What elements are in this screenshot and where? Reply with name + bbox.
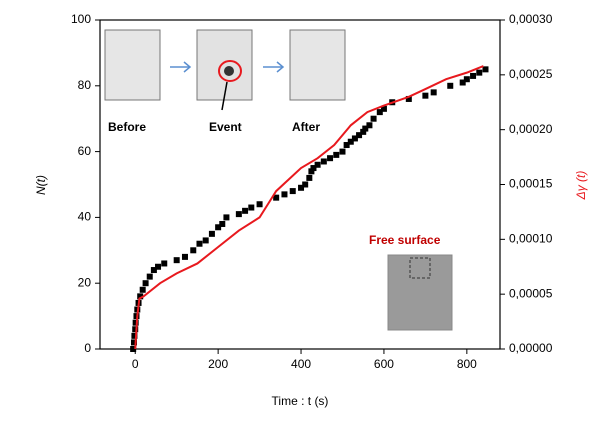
point: [308, 168, 315, 175]
point: [347, 138, 354, 145]
point: [235, 211, 242, 218]
point: [150, 267, 157, 274]
y2-tick-label: 0,00015: [509, 177, 553, 191]
point: [248, 204, 255, 211]
point: [366, 122, 373, 129]
point: [298, 184, 305, 191]
point: [130, 339, 137, 346]
y2-tick-label: 0,00005: [509, 286, 553, 300]
point: [343, 142, 350, 149]
inset-after: [289, 29, 346, 101]
point: [476, 69, 483, 76]
point: [351, 135, 358, 142]
y-tick-label: 20: [78, 275, 92, 289]
point: [320, 158, 327, 165]
point: [306, 174, 313, 181]
point: [190, 247, 197, 254]
y-axis-label: N(t): [34, 175, 48, 195]
point: [161, 260, 168, 267]
point: [370, 115, 377, 122]
event-spot: [224, 66, 234, 76]
y-tick-label: 40: [78, 210, 92, 224]
point: [273, 194, 280, 201]
point: [132, 319, 139, 326]
y2-tick-label: 0,00000: [509, 341, 553, 355]
point: [310, 165, 317, 172]
point: [137, 293, 144, 300]
point: [219, 220, 226, 227]
point: [181, 253, 188, 260]
point: [362, 125, 369, 132]
point: [131, 332, 138, 339]
point: [405, 95, 412, 102]
point: [202, 237, 209, 244]
y-tick-label: 100: [71, 12, 91, 26]
event-arrow: [221, 81, 228, 111]
point: [208, 230, 215, 237]
inset-surface: [387, 254, 453, 331]
y2-tick-label: 0,00020: [509, 122, 553, 136]
point: [146, 273, 153, 280]
inset-event: [196, 29, 253, 101]
point: [215, 224, 222, 231]
x-tick-label: 600: [374, 357, 394, 371]
line: [134, 65, 484, 350]
point: [333, 151, 340, 158]
point: [302, 181, 309, 188]
y-tick-label: 80: [78, 78, 92, 92]
annotation: Before: [108, 120, 146, 134]
point: [459, 79, 466, 86]
point: [447, 82, 454, 89]
y2-axis-label: Δγ (t): [574, 171, 588, 201]
point: [356, 132, 363, 139]
point: [132, 326, 139, 333]
arrow-head: [183, 61, 192, 73]
point: [130, 346, 137, 352]
point: [422, 92, 429, 99]
point: [339, 148, 346, 155]
y-tick-label: 0: [84, 341, 91, 355]
x-tick-label: 200: [208, 357, 228, 371]
point: [173, 257, 180, 264]
surface-box: [409, 257, 431, 279]
arrow-head: [276, 61, 285, 73]
point: [139, 286, 146, 293]
annotation: Event: [209, 120, 242, 134]
inset-before: [104, 29, 161, 101]
annotation: After: [292, 120, 320, 134]
point: [327, 155, 334, 162]
point: [142, 280, 149, 287]
point: [463, 76, 470, 83]
point: [256, 201, 263, 208]
y-tick-label: 60: [78, 144, 92, 158]
x-axis-label: Time : t (s): [272, 394, 329, 408]
annotation: Free surface: [369, 233, 441, 247]
event-circle: [218, 60, 242, 82]
y2-tick-label: 0,00030: [509, 12, 553, 26]
point: [281, 191, 288, 198]
point: [314, 161, 321, 168]
point: [196, 240, 203, 247]
y2-tick-label: 0,00010: [509, 232, 553, 246]
x-tick-label: 800: [457, 357, 477, 371]
x-tick-label: 0: [132, 357, 139, 371]
point: [482, 66, 489, 73]
point: [376, 109, 383, 116]
point: [430, 89, 437, 96]
point: [223, 214, 230, 221]
point: [289, 188, 296, 195]
point: [470, 72, 477, 79]
point: [360, 128, 367, 135]
y2-tick-label: 0,00025: [509, 67, 553, 81]
x-tick-label: 400: [291, 357, 311, 371]
point: [380, 105, 387, 112]
point: [242, 207, 249, 214]
point: [155, 263, 162, 270]
